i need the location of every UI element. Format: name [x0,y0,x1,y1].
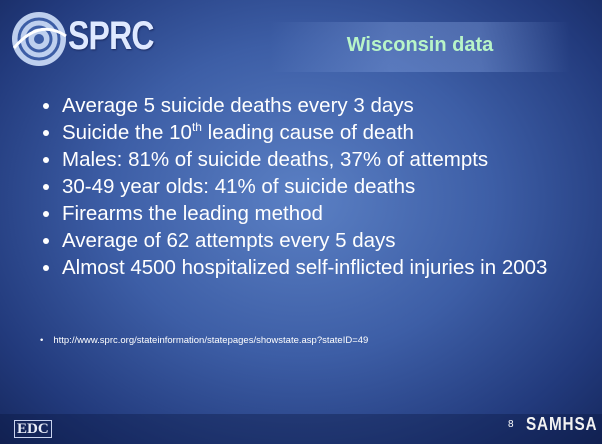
source-url: http://www.sprc.org/stateinformation/sta… [40,335,368,346]
bullet: Average 5 suicide deaths every 3 days [62,95,592,117]
slide-title: Wisconsin data [346,34,494,56]
footer-band [0,414,602,444]
bullet-text: leading cause of death [201,121,414,144]
edc-logo: EDC [14,420,52,438]
bullet: 30-49 year olds: 41% of suicide deaths [62,176,592,198]
logo-icon [12,12,67,66]
bullet: Average of 62 attempts every 5 days [62,230,592,252]
logo-text: SPRC [68,14,155,58]
page-number: 8 [508,419,514,430]
superscript: th [191,120,202,135]
bullet: Firearms the leading method [62,203,592,225]
bullet: Suicide the 10th leading cause of death [62,120,592,144]
bullet: Almost 4500 hospitalized self-inflicted … [62,257,592,279]
title-band [270,22,570,72]
bullet-list: Average 5 suicide deaths every 3 days Su… [40,95,592,284]
bullet: Males: 81% of suicide deaths, 37% of att… [62,149,592,171]
samhsa-logo: SAMHSA [526,414,598,434]
bullet-text: Suicide the 10 [62,121,192,144]
